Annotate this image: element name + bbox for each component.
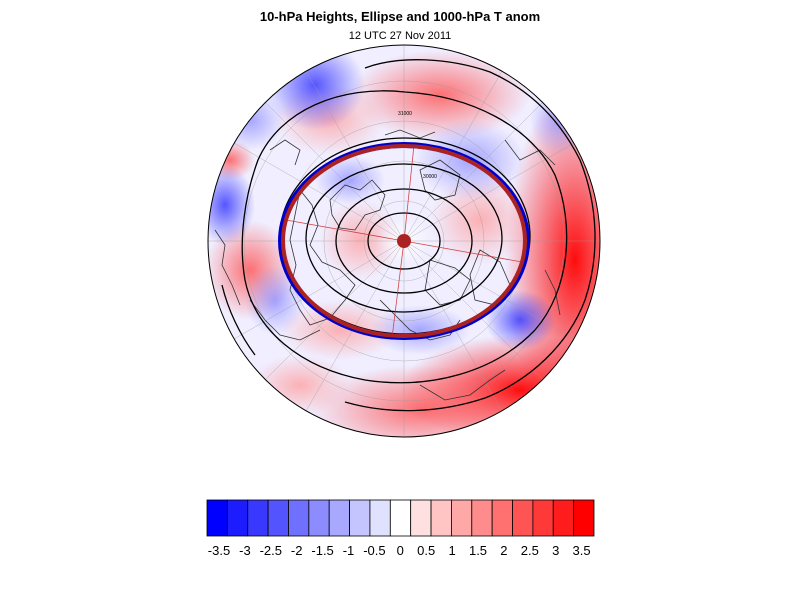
colorbar-tick-label: 1 xyxy=(448,543,456,558)
colorbar-cell xyxy=(512,499,534,537)
ellipse-centroid-marker xyxy=(397,234,411,248)
colorbar-cell xyxy=(532,499,554,537)
colorbar-tick-label: 2 xyxy=(500,543,508,558)
colorbar-cell xyxy=(451,499,473,537)
colorbar-cell xyxy=(573,499,595,537)
vortex-ellipse xyxy=(281,144,527,338)
coastlines xyxy=(214,129,561,401)
colorbar-tick-label: 2.5 xyxy=(520,543,539,558)
colorbar-cell xyxy=(267,499,289,537)
ellipse-axes xyxy=(285,144,523,339)
temperature-anomaly-field: 31000 30000 xyxy=(208,45,600,437)
colorbar-cell xyxy=(491,499,513,537)
colorbar-tick-label: -1 xyxy=(342,543,355,558)
colorbar-tick-label: -2.5 xyxy=(259,543,282,558)
colorbar-tick-label: -1.5 xyxy=(311,543,334,558)
colorbar-tick-label: 1.5 xyxy=(468,543,488,558)
map-subtitle: 12 UTC 27 Nov 2011 xyxy=(348,30,452,42)
colorbar-tick-label: -3 xyxy=(239,543,251,558)
colorbar-cell xyxy=(288,499,310,537)
colorbar-cell xyxy=(369,499,391,537)
colorbar-cell xyxy=(226,499,249,537)
colorbar-tick-label: 0 xyxy=(396,543,404,558)
contour-label-outer: 31000 xyxy=(398,111,412,117)
colorbar-tick-label: -3.5 xyxy=(207,543,231,558)
colorbar-cell xyxy=(308,499,330,537)
colorbar-tick-label: 3.5 xyxy=(572,543,591,558)
height-contours xyxy=(221,59,596,412)
colorbar-cell xyxy=(389,499,412,537)
colorbar-tick-label: 0.5 xyxy=(417,543,436,558)
colorbar-cell xyxy=(430,499,452,537)
colorbar-cell xyxy=(552,499,575,537)
contour-label-inner: 30000 xyxy=(423,174,437,180)
colorbar-cell xyxy=(471,499,493,537)
colorbar-cell xyxy=(247,499,269,537)
colorbar-cell xyxy=(410,499,432,537)
colorbar-tick-label: 3 xyxy=(552,543,560,558)
map-title: 10-hPa Heights, Ellipse and 1000-hPa T a… xyxy=(259,9,541,24)
colorbar-cell xyxy=(206,499,228,537)
colorbar-cell xyxy=(349,499,371,537)
globe-outline xyxy=(207,44,601,438)
colorbar-tick-label: -0.5 xyxy=(363,543,386,558)
colorbar-tick-label: -2 xyxy=(290,543,303,558)
colorbar-cell xyxy=(328,499,350,537)
